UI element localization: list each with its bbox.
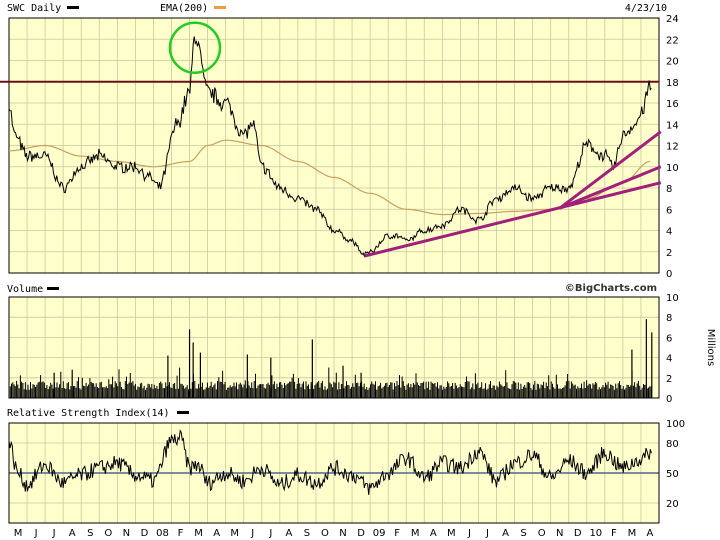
x-month-label: M <box>14 528 23 539</box>
ema-label: EMA(200) <box>160 3 208 14</box>
volume-y-tick-label: 0 <box>666 394 672 405</box>
volume-y-tick-label: 4 <box>666 354 672 365</box>
volume-y-tick-label: 10 <box>666 293 679 304</box>
support-trendline <box>558 130 662 210</box>
ema-legend-swatch <box>214 6 226 9</box>
price-frame <box>8 17 660 274</box>
volume-y-tick-label: 8 <box>666 313 672 324</box>
price-y-tick-label: 6 <box>666 205 672 216</box>
volume-y-tick-label: 2 <box>666 374 672 385</box>
rsi-panel-title: Relative Strength Index(14) <box>7 408 170 419</box>
ticker-legend-swatch <box>67 6 79 9</box>
x-month-label: M <box>628 528 637 539</box>
price-y-tick-label: 14 <box>666 120 679 131</box>
price-y-tick-label: 24 <box>666 14 679 25</box>
peak-highlight-circle <box>168 21 222 74</box>
price-y-tick-label: 4 <box>666 227 672 238</box>
price-y-tick-label: 12 <box>666 142 679 153</box>
ticker-label: SWC Daily <box>7 3 61 14</box>
volume-panel-title: Volume <box>7 284 43 295</box>
x-month-label: A <box>213 528 220 539</box>
x-month-label: M <box>447 528 456 539</box>
volume-frame <box>8 296 660 399</box>
rsi-y-tick-label: 100 <box>666 419 685 430</box>
rsi-frame <box>8 422 660 524</box>
x-month-label: N <box>123 528 130 539</box>
x-month-label: O <box>104 528 112 539</box>
x-month-label: D <box>141 528 149 539</box>
x-month-label: M <box>411 528 420 539</box>
support-trendline <box>559 165 662 210</box>
rsi-legend-swatch <box>177 411 189 414</box>
x-month-label: A <box>430 528 437 539</box>
x-month-label: O <box>321 528 329 539</box>
x-month-label: S <box>87 528 93 539</box>
x-month-label: F <box>178 528 184 539</box>
volume-y-tick-label: 6 <box>666 333 672 344</box>
ema-line <box>9 139 651 216</box>
x-month-label: A <box>647 528 654 539</box>
x-month-label: J <box>52 528 56 539</box>
x-month-label: J <box>467 528 471 539</box>
rsi-y-tick-label: 80 <box>666 439 679 450</box>
chart-date: 4/23/10 <box>625 3 667 14</box>
price-y-tick-label: 16 <box>666 99 679 110</box>
x-month-label: M <box>194 528 203 539</box>
support-trendline <box>364 181 662 258</box>
x-month-label: S <box>304 528 310 539</box>
rsi-line <box>8 429 652 495</box>
rsi-y-tick-label: 20 <box>666 499 679 510</box>
x-month-label: 10 <box>589 528 602 539</box>
x-month-label: 08 <box>156 528 169 539</box>
x-month-label: N <box>339 528 346 539</box>
rsi-y-tick-label: 50 <box>666 469 679 480</box>
price-y-tick-label: 20 <box>666 57 679 68</box>
x-month-label: F <box>394 528 400 539</box>
x-month-label: A <box>502 528 509 539</box>
price-y-tick-label: 0 <box>666 269 672 280</box>
x-month-label: J <box>34 528 38 539</box>
x-month-label: 09 <box>373 528 386 539</box>
x-month-label: D <box>357 528 365 539</box>
x-month-label: J <box>268 528 272 539</box>
price-line <box>8 36 652 258</box>
volume-unit-label: Millions <box>705 329 716 366</box>
price-y-tick-label: 10 <box>666 163 679 174</box>
x-month-label: F <box>611 528 617 539</box>
x-month-label: J <box>250 528 254 539</box>
x-month-label: A <box>285 528 292 539</box>
x-month-label: S <box>520 528 526 539</box>
volume-legend-swatch <box>47 287 59 290</box>
price-y-tick-label: 8 <box>666 184 672 195</box>
bigcharts-credit: ©BigCharts.com <box>565 283 657 294</box>
price-y-tick-label: 18 <box>666 78 679 89</box>
x-month-label: O <box>538 528 546 539</box>
x-month-label: N <box>556 528 563 539</box>
price-y-tick-label: 22 <box>666 35 679 46</box>
x-month-label: A <box>69 528 76 539</box>
price-y-tick-label: 2 <box>666 248 672 259</box>
x-month-label: M <box>230 528 239 539</box>
x-month-label: D <box>574 528 582 539</box>
x-month-label: J <box>485 528 489 539</box>
